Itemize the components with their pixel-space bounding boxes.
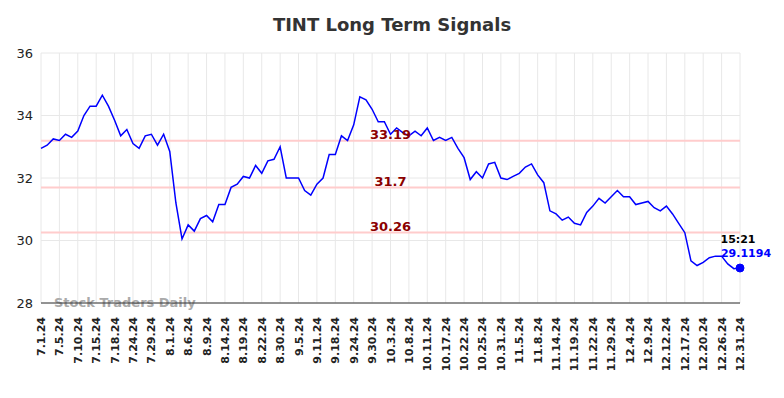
svg-text:Stock Traders Daily: Stock Traders Daily <box>54 295 196 310</box>
svg-text:12.17.24: 12.17.24 <box>679 317 692 372</box>
svg-text:29.1194: 29.1194 <box>721 247 771 260</box>
svg-text:32: 32 <box>16 171 33 186</box>
svg-text:11.14.24: 11.14.24 <box>550 317 563 372</box>
svg-text:11.22.24: 11.22.24 <box>587 317 600 372</box>
svg-text:7.29.24: 7.29.24 <box>145 317 158 364</box>
svg-text:10.22.24: 10.22.24 <box>458 317 471 372</box>
svg-text:11.29.24: 11.29.24 <box>605 317 618 372</box>
svg-text:12.12.24: 12.12.24 <box>660 317 673 372</box>
svg-text:36: 36 <box>16 46 33 61</box>
svg-text:33.19: 33.19 <box>370 127 411 142</box>
svg-text:7.15.24: 7.15.24 <box>90 317 103 364</box>
svg-text:10.25.24: 10.25.24 <box>476 317 489 372</box>
svg-text:30.26: 30.26 <box>370 219 411 234</box>
svg-text:12.4.24: 12.4.24 <box>624 317 637 364</box>
svg-text:9.11.24: 9.11.24 <box>311 317 324 364</box>
svg-text:7.18.24: 7.18.24 <box>109 317 122 364</box>
svg-text:10.8.24: 10.8.24 <box>403 317 416 364</box>
svg-text:8.1.24: 8.1.24 <box>164 317 177 356</box>
svg-text:8.30.24: 8.30.24 <box>274 317 287 364</box>
svg-text:8.6.24: 8.6.24 <box>182 317 195 356</box>
svg-text:11.19.24: 11.19.24 <box>568 317 581 372</box>
svg-text:7.5.24: 7.5.24 <box>53 317 66 356</box>
svg-text:7.1.24: 7.1.24 <box>35 317 48 356</box>
svg-text:12.26.24: 12.26.24 <box>716 317 729 372</box>
svg-text:8.9.24: 8.9.24 <box>201 317 214 356</box>
html-text:TINT Long Term Signals: TINT Long Term Signals <box>272 14 512 35</box>
svg-text:7.10.24: 7.10.24 <box>72 317 85 364</box>
svg-text:8.14.24: 8.14.24 <box>219 317 232 364</box>
svg-text:9.18.24: 9.18.24 <box>329 317 342 364</box>
svg-text:28: 28 <box>16 296 33 311</box>
svg-text:11.8.24: 11.8.24 <box>532 317 545 364</box>
svg-text:12.20.24: 12.20.24 <box>697 317 710 372</box>
svg-text:10.3.24: 10.3.24 <box>385 317 398 364</box>
svg-text:9.24.24: 9.24.24 <box>348 317 361 364</box>
svg-text:15:21: 15:21 <box>720 233 755 246</box>
svg-text:8.19.24: 8.19.24 <box>237 317 250 364</box>
svg-text:10.11.24: 10.11.24 <box>421 317 434 372</box>
svg-text:10.17.24: 10.17.24 <box>440 317 453 372</box>
svg-text:7.24.24: 7.24.24 <box>127 317 140 364</box>
svg-text:34: 34 <box>16 108 33 123</box>
svg-text:12.9.24: 12.9.24 <box>642 317 655 364</box>
svg-text:11.5.24: 11.5.24 <box>513 317 526 364</box>
svg-text:12.31.24: 12.31.24 <box>734 317 747 372</box>
svg-text:10.31.24: 10.31.24 <box>495 317 508 372</box>
svg-text:31.7: 31.7 <box>374 174 406 189</box>
svg-text:9.30.24: 9.30.24 <box>366 317 379 364</box>
svg-text:8.22.24: 8.22.24 <box>256 317 269 364</box>
svg-text:30: 30 <box>16 233 33 248</box>
svg-text:9.5.24: 9.5.24 <box>293 317 306 356</box>
